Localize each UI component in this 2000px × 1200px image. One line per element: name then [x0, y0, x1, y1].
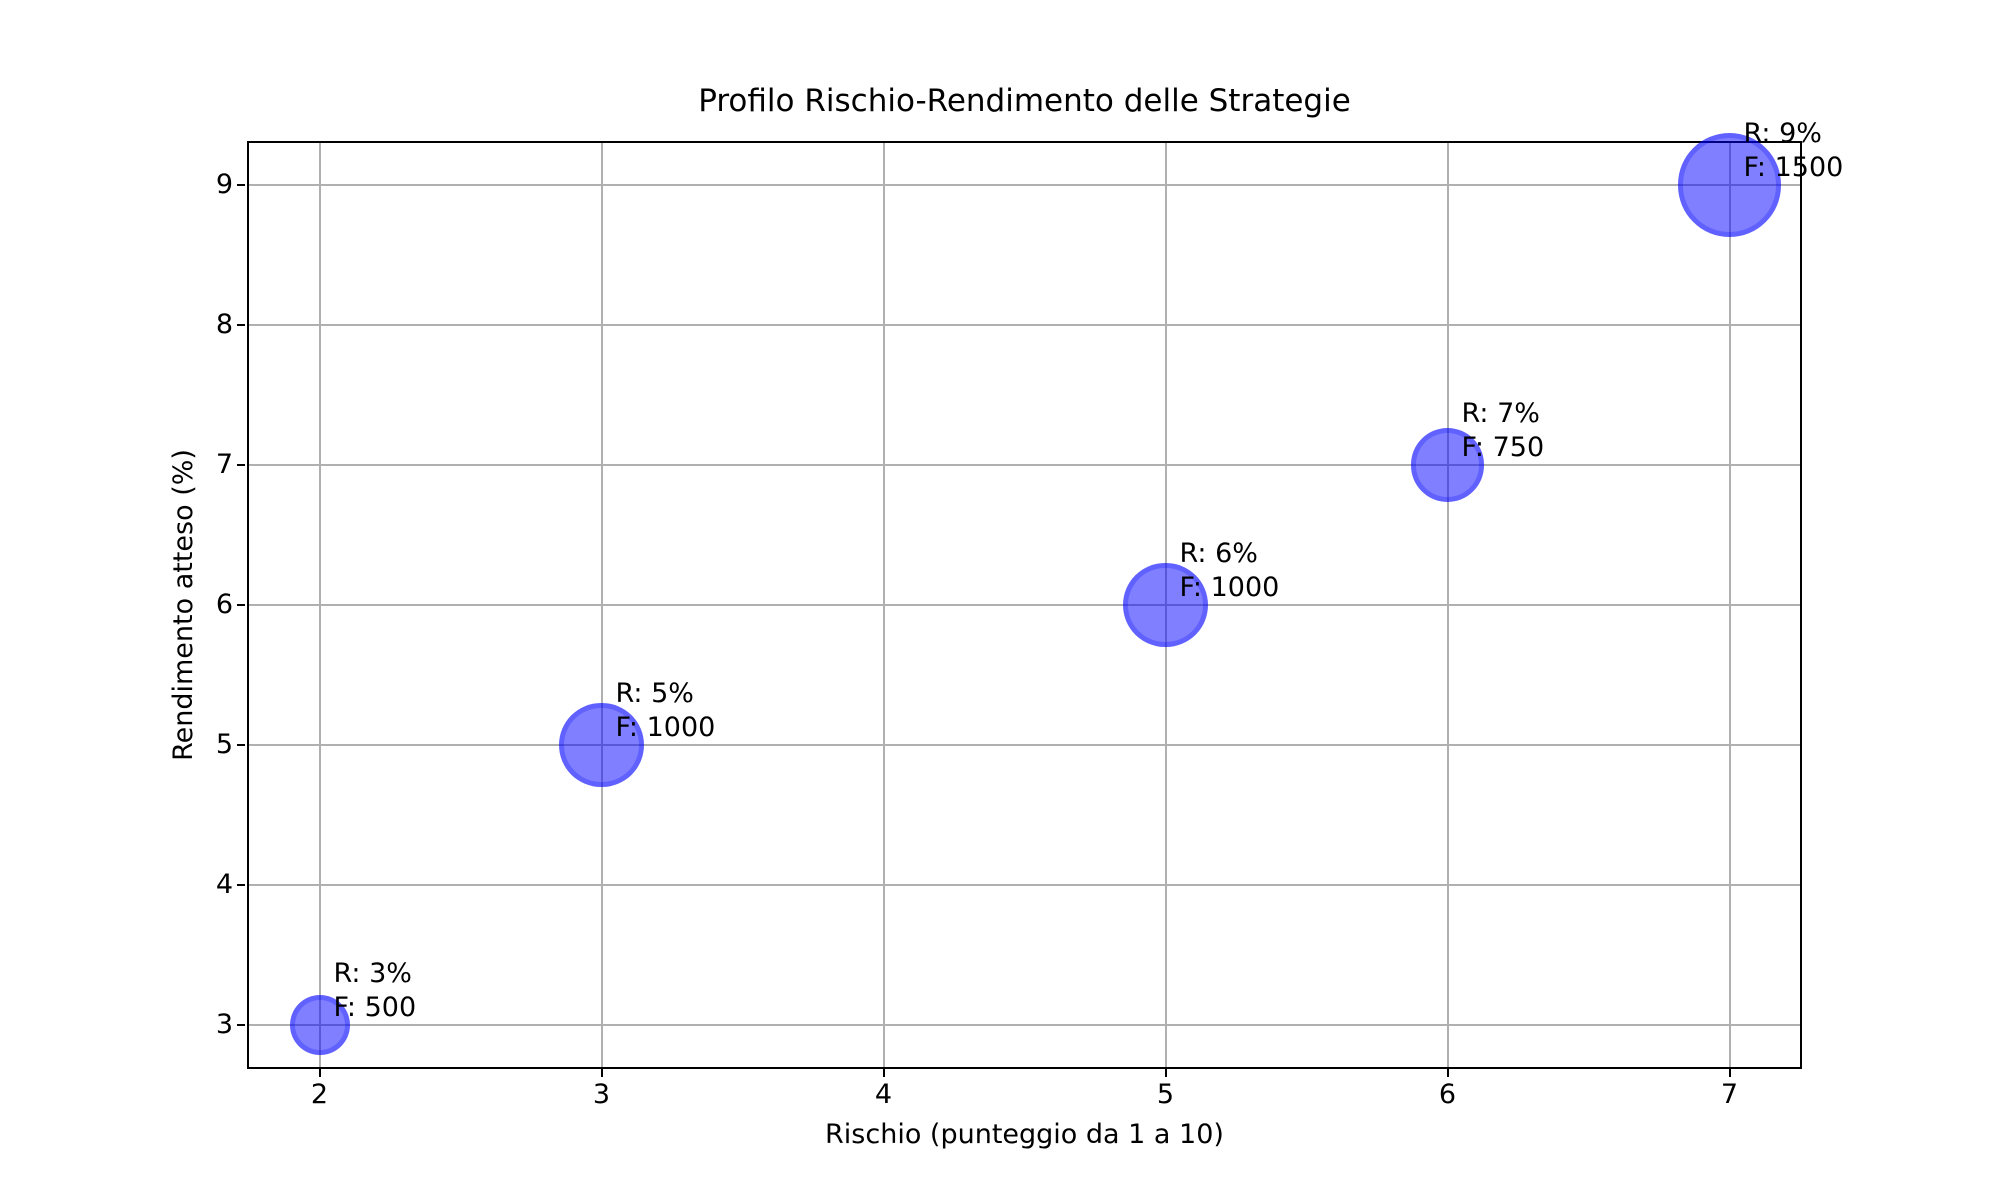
y-gridline	[249, 744, 1800, 746]
y-tick-label: 6	[215, 589, 233, 620]
x-tick-label: 3	[592, 1079, 611, 1110]
y-gridline	[249, 464, 1800, 466]
y-gridline	[249, 884, 1800, 886]
x-tick-label: 4	[874, 1079, 893, 1110]
bubble	[1677, 133, 1782, 237]
chart-title: Profilo Rischio-Rendimento delle Strateg…	[698, 83, 1351, 119]
y-tick-mark	[237, 324, 245, 326]
y-gridline	[249, 184, 1800, 186]
plot-area: 2 3 4 5 6 7 3 4 5 6 7 8 9 R: 3% F: 500 R: 5% F: 1000 R: 6…	[216, 118, 1844, 1110]
x-tick-label: 6	[1438, 1079, 1457, 1110]
x-axis-label: Rischio (punteggio da 1 a 10)	[825, 1119, 1224, 1150]
y-tick-mark	[237, 884, 245, 886]
x-tick-mark	[882, 1069, 885, 1077]
y-tick-label: 3	[215, 1009, 233, 1040]
bubble-annotation: R: 6% F: 1000	[1180, 537, 1280, 605]
y-gridline	[249, 324, 1800, 326]
y-tick-mark	[237, 464, 245, 466]
y-gridline	[249, 1024, 1800, 1026]
annotation-fund-line: F: 1000	[615, 712, 716, 743]
y-tick-mark	[237, 184, 245, 186]
bubble-annotation: R: 3% F: 500	[334, 957, 417, 1025]
y-gridline	[249, 604, 1800, 606]
annotation-risk-line: R: 5%	[615, 678, 694, 709]
bubble	[1410, 428, 1485, 502]
x-tick-mark	[1728, 1069, 1731, 1077]
x-tick-mark	[318, 1069, 321, 1077]
bubble	[559, 702, 644, 788]
bubble-annotation: R: 5% F: 1000	[616, 677, 716, 745]
x-tick-label: 5	[1156, 1079, 1175, 1110]
annotation-risk-line: R: 9%	[1743, 118, 1822, 149]
y-axis-label: Rendimento atteso (%)	[168, 449, 199, 761]
bubble-annotation: R: 7% F: 750	[1462, 397, 1545, 465]
y-tick-label: 9	[215, 169, 233, 200]
annotation-risk-line: R: 7%	[1461, 398, 1540, 429]
x-tick-label: 2	[310, 1079, 329, 1110]
annotation-risk-line: R: 6%	[1179, 538, 1258, 569]
y-tick-label: 4	[215, 869, 233, 900]
annotation-fund-line: F: 500	[333, 992, 417, 1023]
y-tick-mark	[237, 604, 245, 606]
x-tick-label: 7	[1720, 1079, 1739, 1110]
x-tick-mark	[1164, 1069, 1167, 1077]
bubble-annotation: R: 9% F: 1500	[1744, 117, 1844, 185]
y-tick-label: 7	[215, 449, 233, 480]
x-tick-mark	[1446, 1069, 1449, 1077]
y-tick-label: 5	[215, 729, 233, 760]
bubble	[289, 995, 350, 1055]
annotation-fund-line: F: 1500	[1743, 152, 1844, 183]
annotation-fund-line: F: 1000	[1179, 572, 1280, 603]
x-tick-mark	[600, 1069, 603, 1077]
annotation-fund-line: F: 750	[1461, 432, 1545, 463]
annotation-risk-line: R: 3%	[333, 958, 412, 989]
y-tick-mark	[237, 1024, 245, 1026]
y-tick-label: 8	[215, 309, 233, 340]
y-tick-mark	[237, 744, 245, 746]
bubble	[1123, 562, 1208, 648]
